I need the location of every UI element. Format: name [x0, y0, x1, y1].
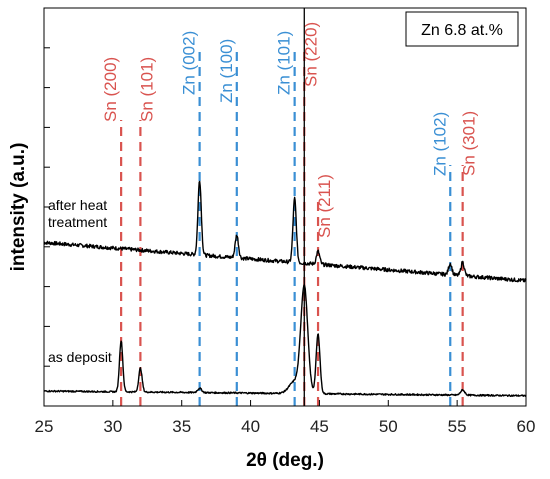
annotation-box-text: Zn 6.8 at.% [421, 22, 503, 39]
trace-as-deposit [43, 283, 527, 398]
x-axis: 25 30 35 40 45 50 55 60 [35, 400, 536, 436]
traces [43, 180, 527, 398]
peak-label: Zn (101) [275, 31, 294, 95]
x-axis-title: 2θ (deg.) [246, 450, 324, 471]
x-tick-label: 30 [103, 417, 122, 436]
annotation-box: Zn 6.8 at.% [405, 11, 519, 47]
peak-label: Zn (102) [430, 112, 449, 176]
peak-label: Sn (101) [137, 57, 156, 122]
peak-label: Sn (220) [301, 22, 320, 87]
x-tick-label: 25 [35, 417, 54, 436]
peak-label: Sn (301) [460, 111, 479, 176]
reference-lines [120, 52, 464, 406]
y-axis [44, 47, 50, 367]
peak-labels: Sn (200) Sn (101) Zn (002) Zn (100) Zn (101)… [101, 22, 479, 238]
trace-label: treatment [48, 214, 107, 230]
x-tick-label: 40 [241, 417, 260, 436]
peak-label: Zn (002) [180, 31, 199, 95]
trace-label: after heat [48, 197, 107, 213]
peak-label: Sn (211) [315, 174, 334, 238]
x-tick-label: 50 [379, 417, 398, 436]
y-axis-title: intensity (a.u.) [8, 143, 29, 272]
x-tick-label: 35 [172, 417, 191, 436]
trace-label: as deposit [48, 349, 112, 365]
trace-after-heat-treatment [43, 180, 527, 283]
x-tick-label: 45 [310, 417, 329, 436]
peak-label: Sn (200) [101, 57, 120, 122]
peak-label: Zn (100) [217, 39, 236, 103]
x-tick-label: 55 [448, 417, 467, 436]
x-tick-label: 60 [517, 417, 536, 436]
